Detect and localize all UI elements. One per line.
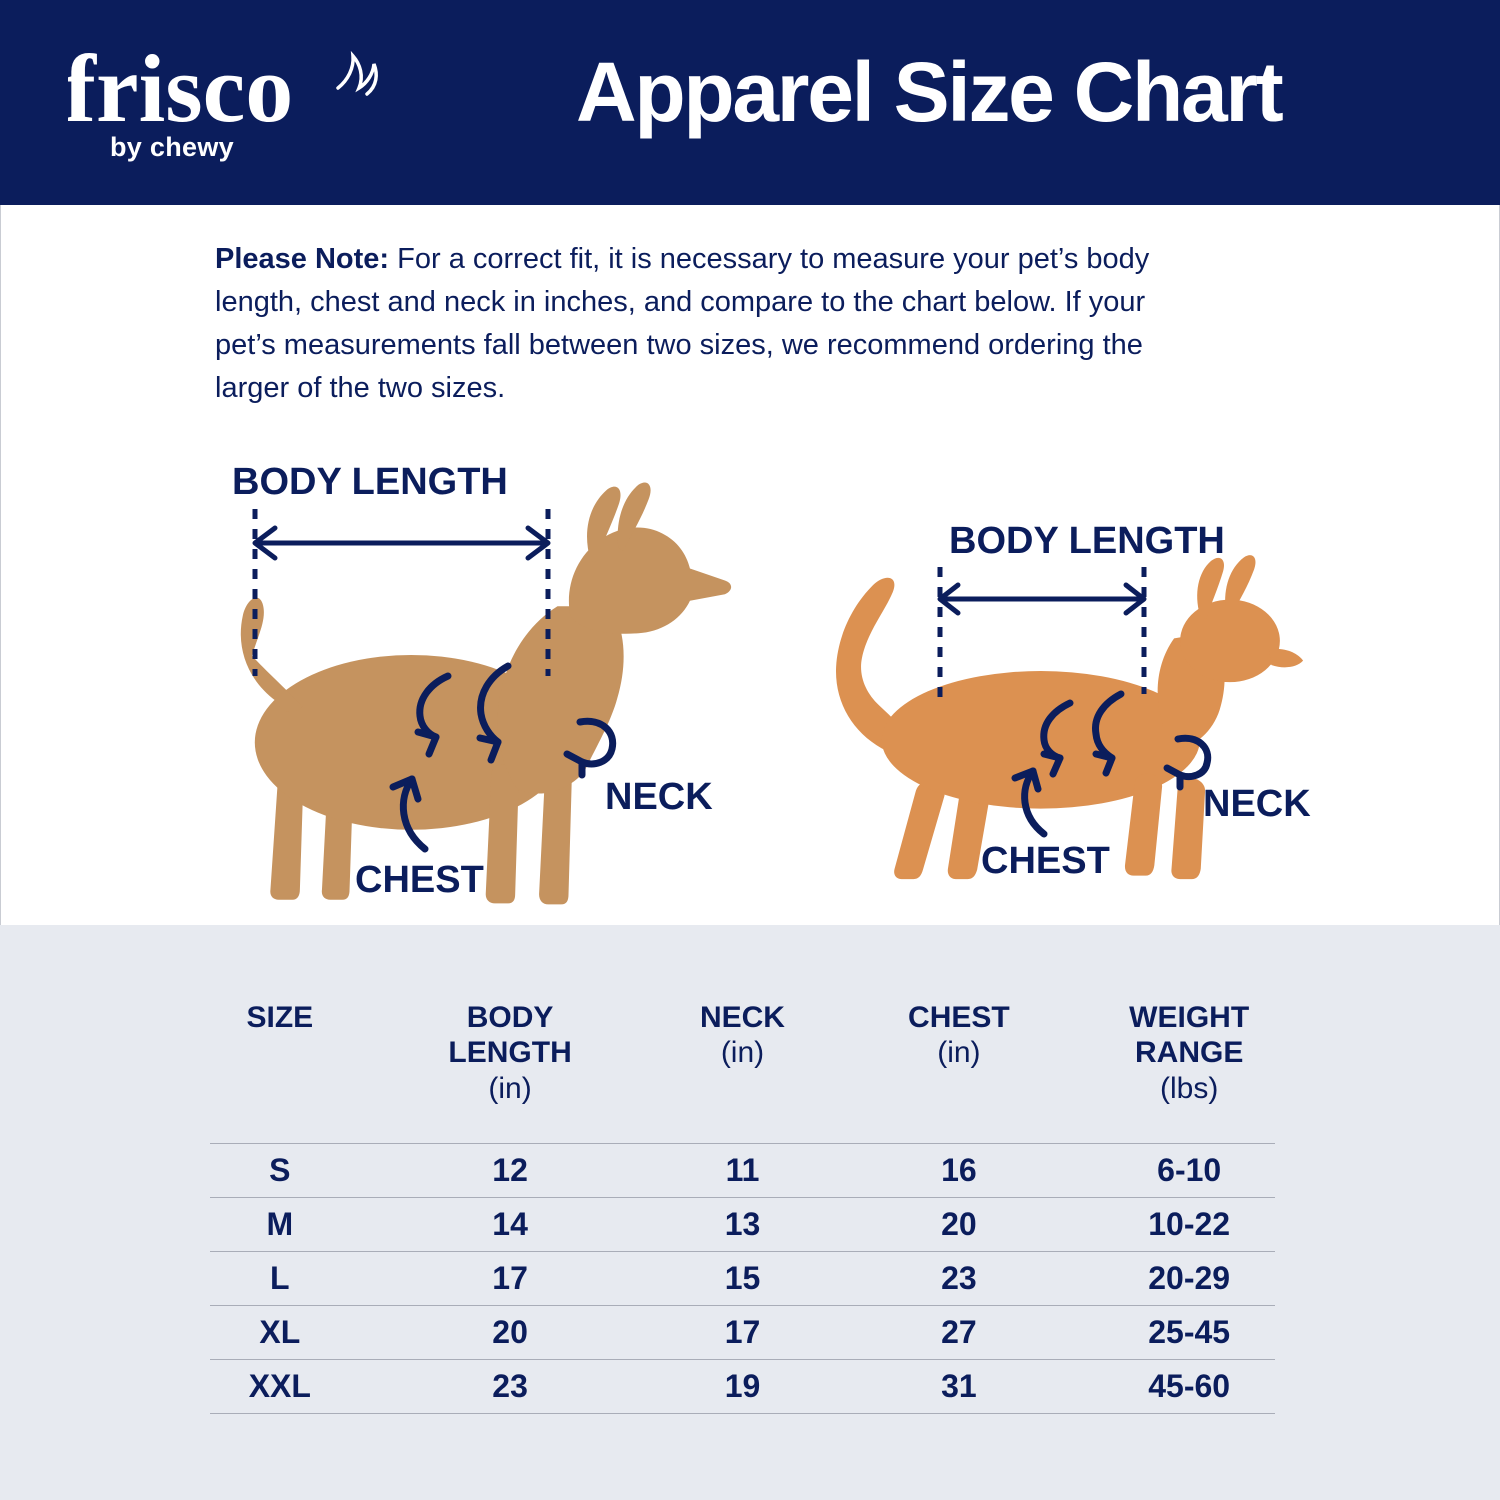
svg-text:NECK: NECK: [605, 776, 713, 818]
svg-text:frisco: frisco: [68, 50, 293, 142]
svg-text:NECK: NECK: [1203, 783, 1311, 825]
svg-text:CHEST: CHEST: [981, 840, 1110, 882]
svg-text:by chewy: by chewy: [110, 132, 234, 162]
svg-text:CHEST: CHEST: [355, 859, 484, 901]
svg-text:BODY LENGTH: BODY LENGTH: [949, 520, 1225, 562]
svg-text:BODY LENGTH: BODY LENGTH: [232, 461, 508, 503]
